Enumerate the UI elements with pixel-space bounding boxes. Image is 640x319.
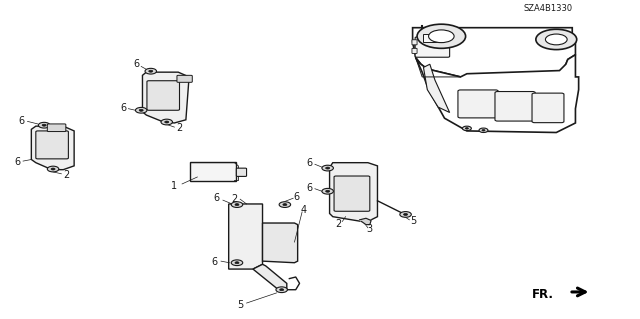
FancyBboxPatch shape (495, 92, 535, 121)
Circle shape (42, 124, 46, 126)
Polygon shape (262, 223, 298, 263)
Text: 2: 2 (177, 123, 182, 133)
Text: 6: 6 (18, 116, 24, 126)
FancyBboxPatch shape (415, 37, 450, 57)
Polygon shape (143, 72, 189, 123)
Circle shape (429, 30, 454, 43)
Circle shape (231, 260, 243, 266)
FancyBboxPatch shape (236, 168, 246, 176)
Circle shape (139, 109, 143, 111)
FancyBboxPatch shape (412, 40, 417, 45)
Text: 5: 5 (237, 300, 244, 310)
Polygon shape (424, 64, 450, 113)
FancyBboxPatch shape (177, 75, 192, 82)
Circle shape (235, 262, 239, 264)
Text: 4: 4 (301, 205, 307, 215)
Text: 6: 6 (212, 257, 218, 267)
Circle shape (322, 165, 333, 171)
Polygon shape (416, 55, 579, 132)
Text: 2: 2 (231, 194, 237, 204)
Circle shape (164, 121, 169, 123)
Text: 6: 6 (306, 158, 312, 168)
Text: 6: 6 (293, 192, 300, 202)
Circle shape (283, 204, 287, 206)
Circle shape (322, 189, 333, 194)
Text: 1: 1 (172, 181, 177, 190)
Circle shape (235, 204, 239, 206)
Circle shape (417, 24, 466, 48)
Text: 6: 6 (120, 103, 126, 113)
Circle shape (276, 287, 287, 293)
Circle shape (280, 289, 284, 291)
Circle shape (404, 213, 408, 215)
Text: 6: 6 (306, 183, 312, 193)
FancyBboxPatch shape (458, 90, 498, 118)
Text: 6: 6 (134, 59, 140, 69)
Text: 6: 6 (14, 157, 20, 167)
FancyBboxPatch shape (412, 48, 417, 53)
Text: 3: 3 (367, 224, 373, 234)
Circle shape (136, 108, 147, 113)
Text: 5: 5 (410, 216, 417, 226)
Circle shape (482, 130, 485, 131)
FancyBboxPatch shape (47, 124, 66, 131)
Circle shape (145, 68, 157, 74)
Polygon shape (330, 163, 378, 221)
FancyBboxPatch shape (334, 176, 370, 211)
FancyBboxPatch shape (423, 34, 444, 42)
Circle shape (465, 128, 468, 129)
Text: SZA4B1330: SZA4B1330 (523, 4, 572, 13)
Polygon shape (31, 126, 74, 170)
Circle shape (148, 70, 153, 72)
Text: 2: 2 (63, 170, 70, 180)
Circle shape (326, 167, 330, 169)
Circle shape (545, 34, 567, 45)
Polygon shape (253, 264, 287, 290)
FancyBboxPatch shape (532, 93, 564, 123)
Circle shape (479, 128, 488, 132)
Circle shape (161, 119, 173, 125)
FancyBboxPatch shape (147, 81, 179, 110)
Text: 6: 6 (214, 193, 220, 203)
Circle shape (51, 168, 55, 170)
Circle shape (326, 190, 330, 192)
Polygon shape (228, 204, 262, 269)
FancyBboxPatch shape (36, 131, 68, 159)
Polygon shape (360, 218, 371, 225)
Circle shape (400, 211, 412, 217)
Text: 2: 2 (335, 219, 341, 229)
Circle shape (38, 122, 50, 128)
Circle shape (231, 202, 243, 207)
Circle shape (536, 29, 577, 50)
Circle shape (463, 126, 471, 130)
Circle shape (47, 166, 59, 172)
Polygon shape (413, 28, 575, 77)
FancyBboxPatch shape (189, 162, 236, 181)
Circle shape (279, 202, 291, 207)
Text: FR.: FR. (532, 288, 554, 301)
